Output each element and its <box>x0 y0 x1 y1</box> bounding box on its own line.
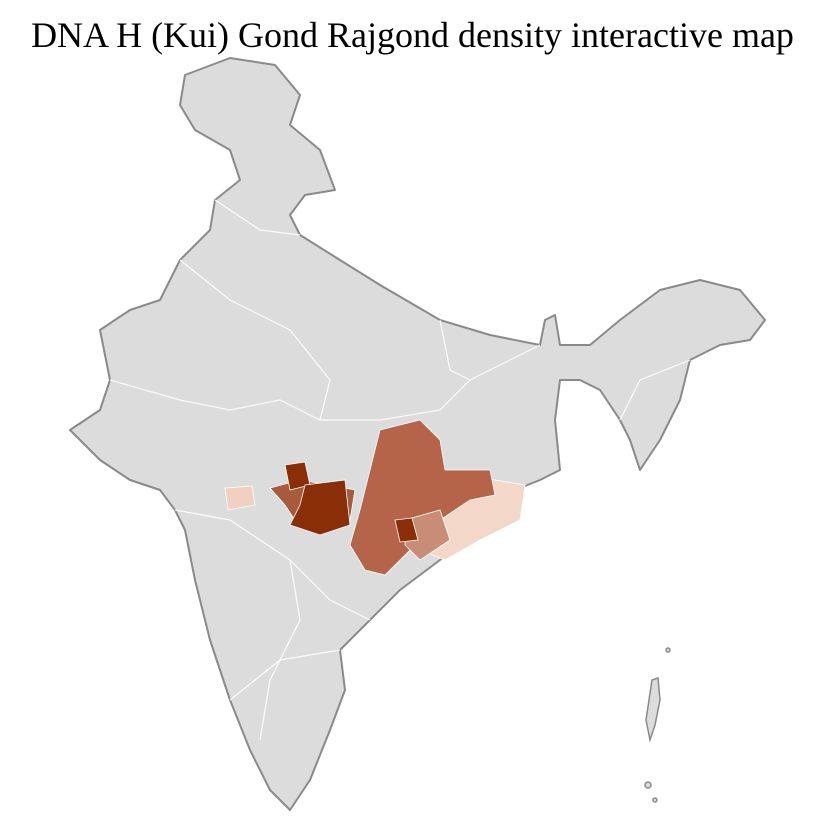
map-title: DNA H (Kui) Gond Rajgond density interac… <box>31 15 794 55</box>
density-regions <box>224 419 526 576</box>
state-borders <box>109 199 691 741</box>
islands <box>644 647 671 803</box>
